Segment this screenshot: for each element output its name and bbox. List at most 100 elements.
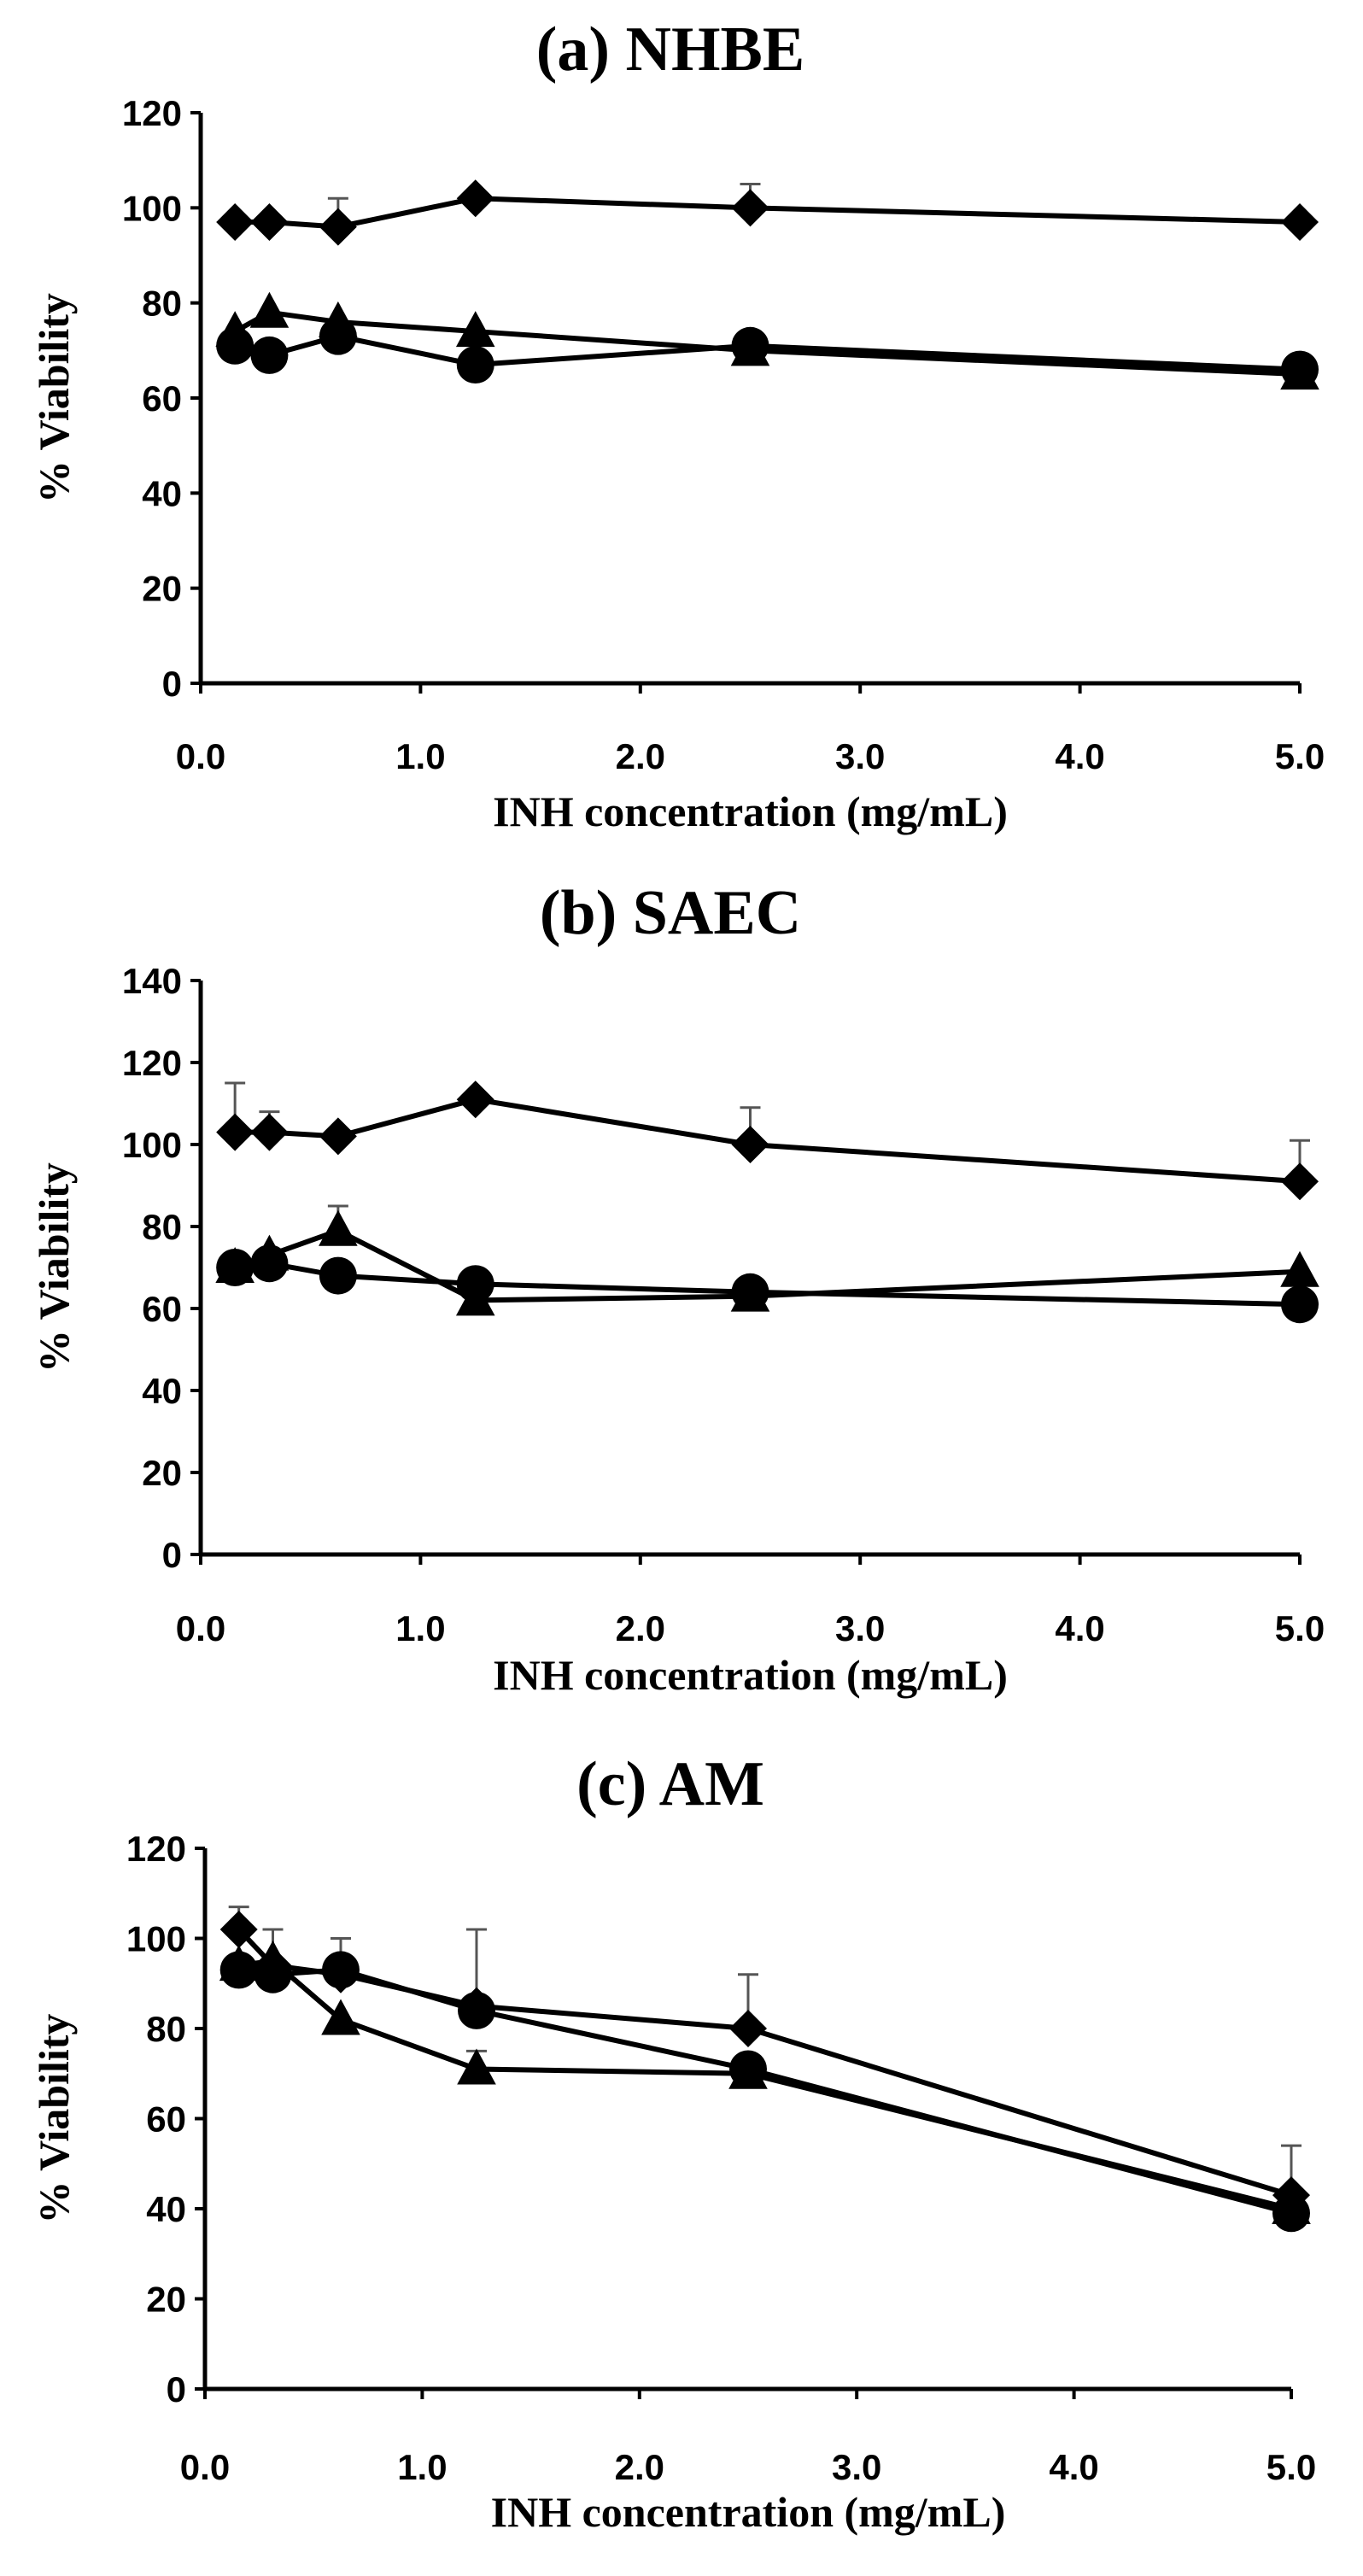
data-point-circle bbox=[216, 326, 254, 365]
data-point-diamond bbox=[1281, 203, 1319, 242]
x-tick-label: 4.0 bbox=[1049, 2447, 1098, 2487]
x-tick-label: 2.0 bbox=[616, 1608, 665, 1648]
x-tick-label: 1.0 bbox=[397, 2447, 447, 2487]
x-tick-label: 1.0 bbox=[395, 736, 445, 776]
data-point-triangle bbox=[249, 291, 290, 328]
series-circle bbox=[216, 317, 1319, 389]
data-point-circle bbox=[456, 1265, 494, 1303]
x-tick-label: 0.0 bbox=[180, 2447, 230, 2487]
data-point-diamond bbox=[250, 1113, 289, 1151]
y-tick-label: 40 bbox=[146, 2189, 186, 2229]
x-tick-label: 3.0 bbox=[835, 736, 885, 776]
data-point-circle bbox=[322, 1951, 360, 1989]
x-tick-label: 1.0 bbox=[395, 1608, 445, 1648]
y-tick-label: 120 bbox=[122, 93, 182, 133]
data-point-triangle bbox=[319, 1209, 358, 1246]
data-point-circle bbox=[1272, 2194, 1310, 2233]
panel-title: (b) SAEC bbox=[540, 878, 801, 948]
data-point-diamond bbox=[216, 203, 254, 242]
y-tick-label: 120 bbox=[126, 1829, 186, 1869]
series-diamond bbox=[216, 179, 1319, 246]
y-tick-label: 140 bbox=[122, 961, 182, 1001]
x-tick-label: 2.0 bbox=[616, 736, 665, 776]
data-point-circle bbox=[456, 346, 494, 384]
y-axis-title: % Viability bbox=[30, 2014, 78, 2224]
y-axis-title: % Viability bbox=[30, 1162, 78, 1373]
data-point-circle bbox=[1281, 350, 1319, 389]
data-point-triangle bbox=[321, 1999, 360, 2035]
data-point-diamond bbox=[1281, 1162, 1319, 1201]
data-point-circle bbox=[219, 1951, 258, 1989]
x-tick-label: 4.0 bbox=[1055, 1608, 1104, 1648]
panel-am: (c) AM 0 20 40 60 80 100 120 0.0 1.0 2.0 3.0 4.0 5.0 I… bbox=[30, 1749, 1316, 2536]
x-axis-title: INH concentration (mg/mL) bbox=[491, 2488, 1006, 2536]
y-tick-label: 100 bbox=[122, 1125, 182, 1165]
data-point-circle bbox=[250, 336, 289, 374]
series-circle bbox=[219, 1951, 1310, 2233]
panel-nhbe: (a) NHBE 0 20 40 60 80 100 120 0.0 1.0 2.0 3.0 4.0 5.… bbox=[30, 15, 1325, 835]
y-tick-label: 20 bbox=[146, 2280, 186, 2320]
data-point-diamond bbox=[250, 203, 289, 242]
y-tick-label: 80 bbox=[142, 284, 182, 324]
series-diamond bbox=[219, 1906, 1310, 2215]
data-point-diamond bbox=[729, 2010, 767, 2047]
data-point-diamond bbox=[456, 1080, 494, 1119]
data-point-circle bbox=[458, 1991, 495, 2029]
x-tick-label: 0.0 bbox=[176, 1608, 225, 1648]
data-point-diamond bbox=[731, 1126, 769, 1163]
series-line-circle bbox=[238, 1967, 1292, 2216]
x-axis-title: INH concentration (mg/mL) bbox=[493, 787, 1008, 835]
data-point-triangle bbox=[457, 2048, 496, 2085]
data-point-diamond bbox=[216, 1113, 254, 1151]
data-point-diamond bbox=[319, 1117, 357, 1156]
data-point-circle bbox=[216, 1249, 254, 1286]
data-point-circle bbox=[250, 1244, 289, 1283]
y-tick-label: 60 bbox=[142, 1289, 182, 1329]
x-tick-label: 4.0 bbox=[1055, 736, 1104, 776]
y-tick-label: 100 bbox=[122, 188, 182, 228]
y-tick-label: 20 bbox=[142, 1453, 182, 1493]
y-tick-label: 40 bbox=[142, 473, 182, 513]
x-tick-label: 5.0 bbox=[1275, 736, 1325, 776]
y-tick-label: 80 bbox=[142, 1207, 182, 1247]
y-tick-label: 80 bbox=[146, 2009, 186, 2049]
x-tick-label: 5.0 bbox=[1266, 2447, 1316, 2487]
series-line-diamond bbox=[235, 196, 1301, 230]
y-tick-label: 100 bbox=[126, 1919, 186, 1959]
y-tick-label: 120 bbox=[122, 1043, 182, 1083]
data-point-circle bbox=[254, 1955, 292, 1993]
y-tick-label: 0 bbox=[162, 1535, 182, 1575]
y-tick-label: 20 bbox=[142, 569, 182, 609]
data-point-circle bbox=[731, 1273, 769, 1311]
data-point-diamond bbox=[319, 208, 357, 246]
y-tick-label: 0 bbox=[167, 2369, 186, 2409]
data-point-triangle bbox=[455, 311, 495, 348]
data-point-circle bbox=[319, 317, 357, 355]
data-point-circle bbox=[319, 1256, 357, 1295]
panel-saec: (b) SAEC 0 20 40 60 80 100 120 140 0.0 1.0 2.0 3.0 4.… bbox=[30, 878, 1325, 1699]
data-point-circle bbox=[731, 326, 769, 365]
series-line-diamond bbox=[235, 1097, 1301, 1185]
data-point-diamond bbox=[731, 189, 769, 227]
data-point-diamond bbox=[456, 179, 494, 218]
x-tick-label: 0.0 bbox=[176, 736, 225, 776]
series-diamond bbox=[216, 1080, 1319, 1201]
data-point-circle bbox=[729, 2050, 767, 2088]
data-point-circle bbox=[1281, 1285, 1319, 1324]
y-tick-label: 0 bbox=[162, 664, 182, 704]
panel-title: (c) AM bbox=[576, 1749, 764, 1819]
data-point-triangle bbox=[1280, 1250, 1319, 1287]
y-axis-title: % Viability bbox=[30, 293, 78, 503]
x-tick-label: 5.0 bbox=[1275, 1608, 1325, 1648]
y-tick-label: 60 bbox=[142, 378, 182, 419]
y-tick-label: 60 bbox=[146, 2099, 186, 2140]
series-circle bbox=[216, 1244, 1319, 1324]
x-axis-title: INH concentration (mg/mL) bbox=[493, 1651, 1008, 1699]
x-tick-label: 2.0 bbox=[615, 2447, 664, 2487]
data-point-diamond bbox=[219, 1910, 258, 1948]
x-tick-label: 3.0 bbox=[832, 2447, 881, 2487]
panel-title: (a) NHBE bbox=[536, 15, 805, 85]
y-tick-label: 40 bbox=[142, 1371, 182, 1411]
x-tick-label: 3.0 bbox=[835, 1608, 885, 1648]
